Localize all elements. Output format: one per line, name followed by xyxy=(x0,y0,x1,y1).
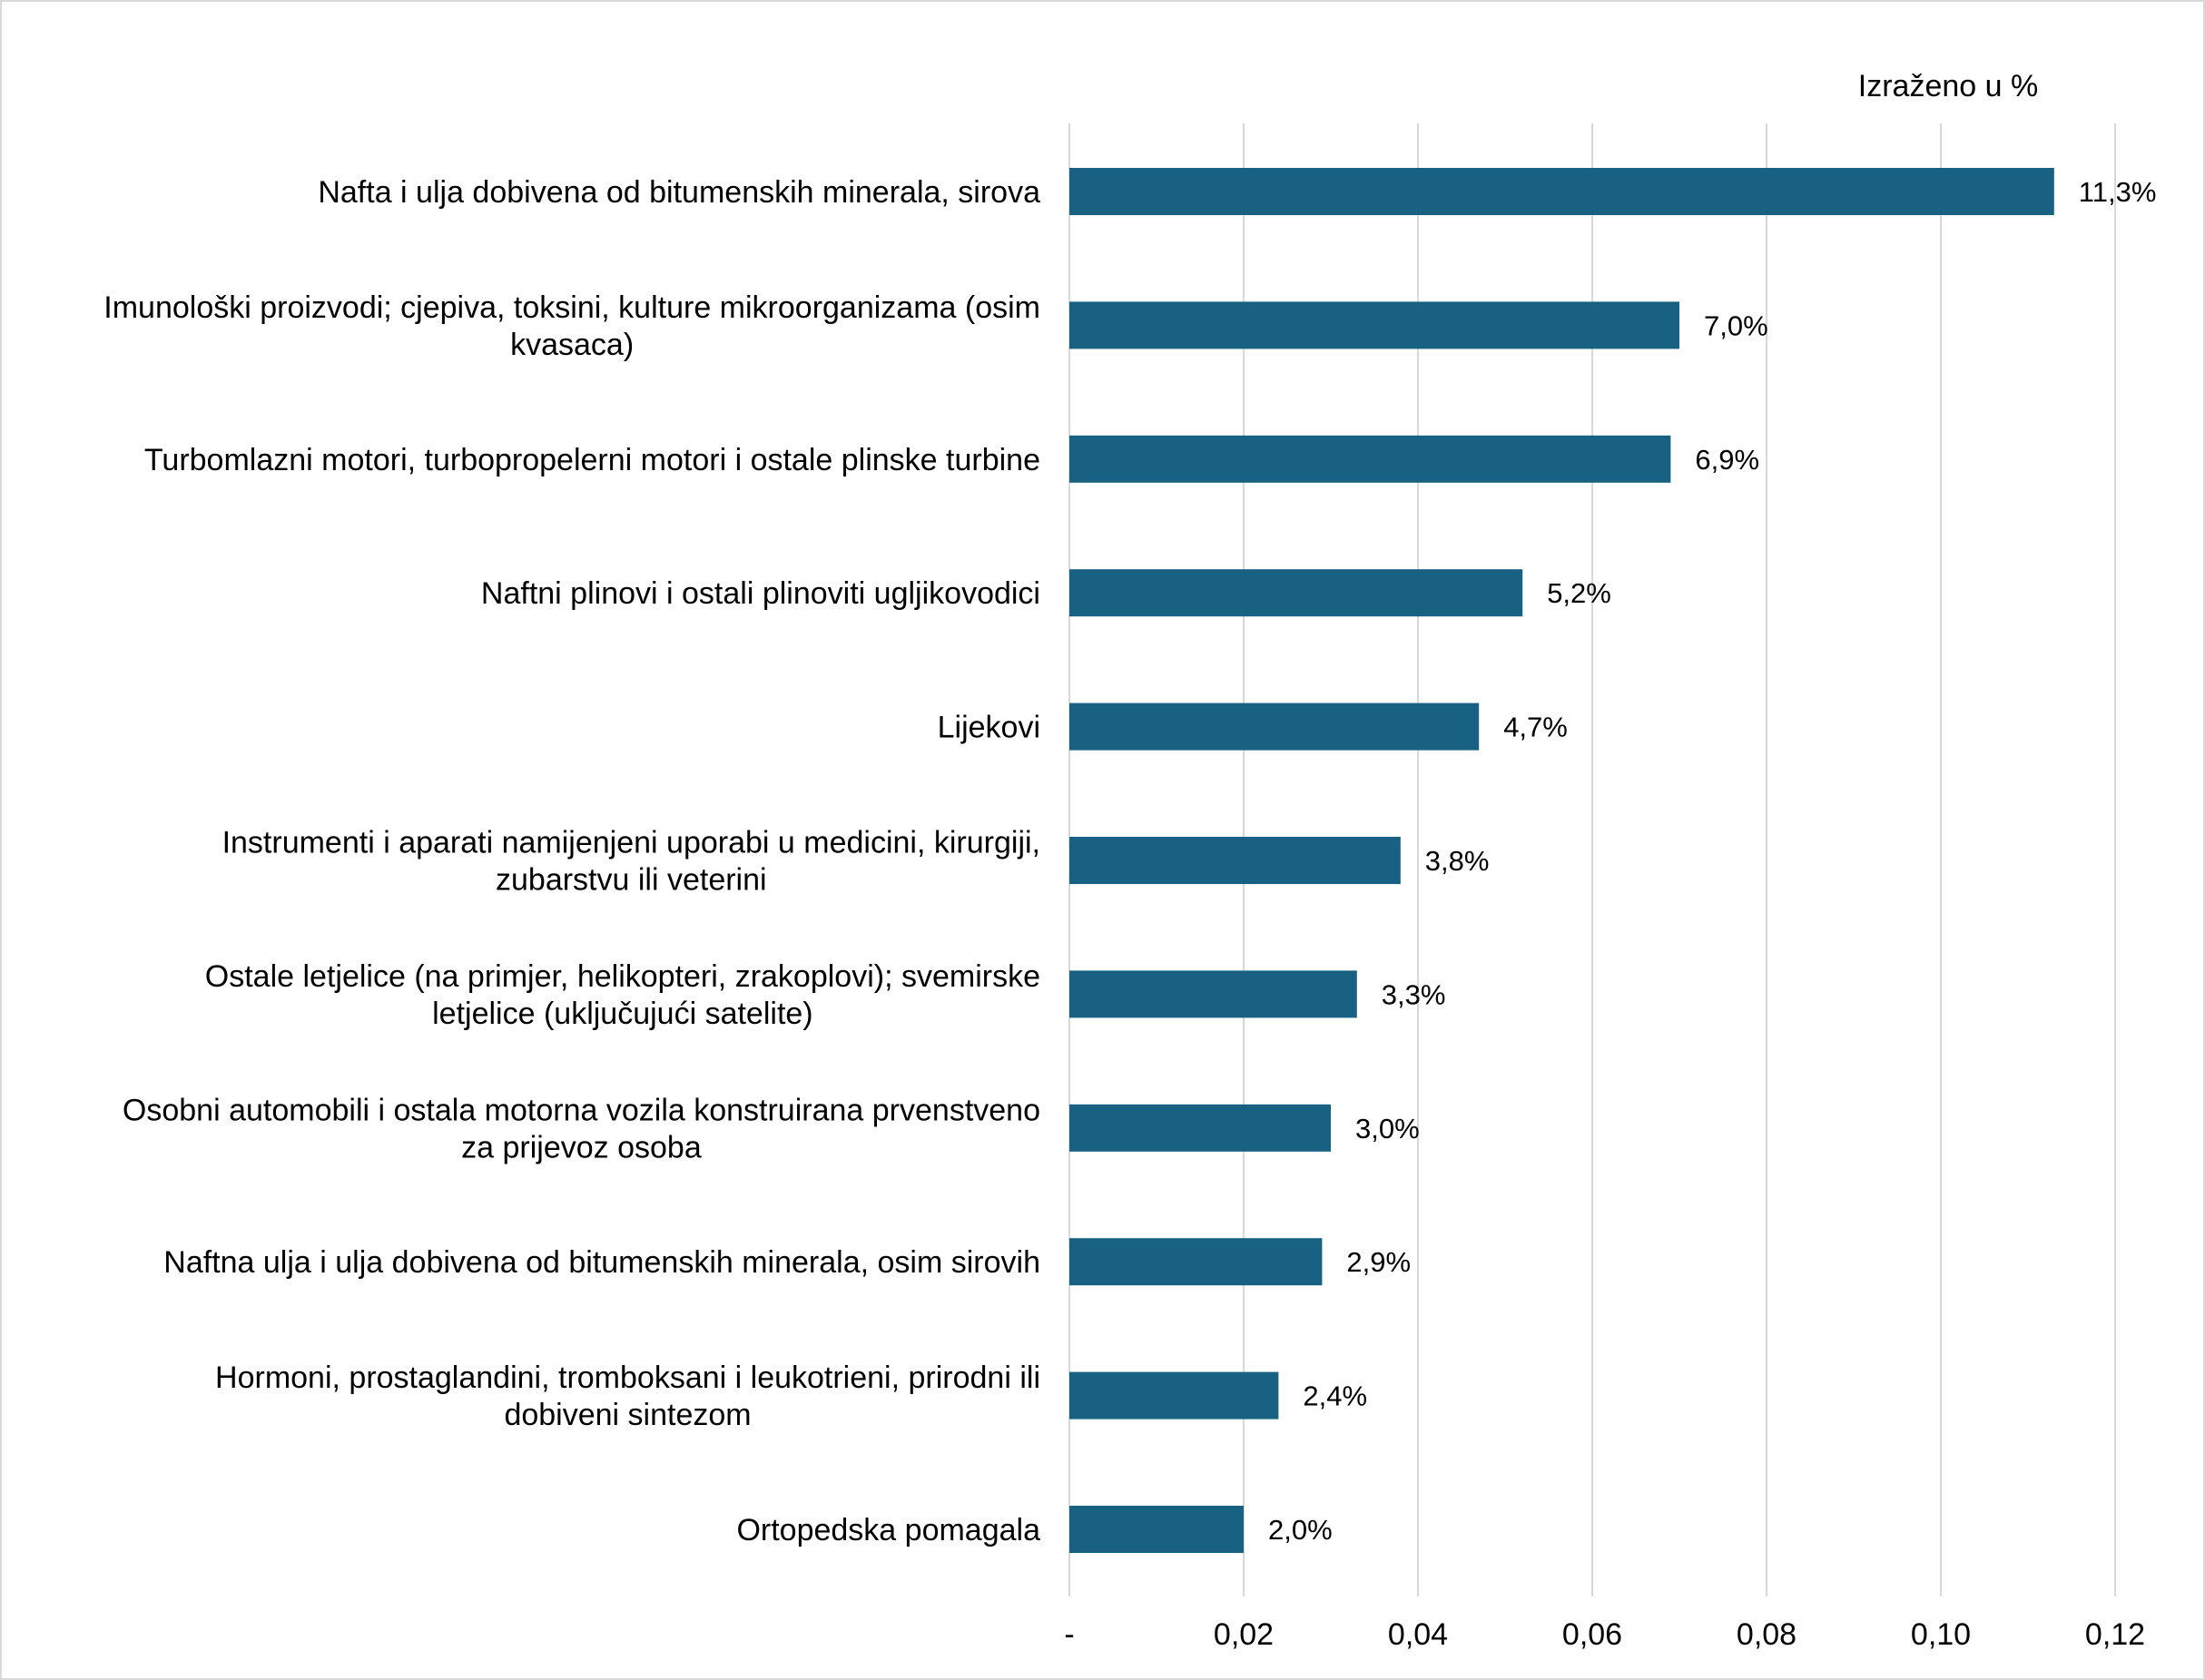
bar xyxy=(1069,837,1401,884)
category-label-line: Naftna ulja i ulja dobivena od bitumensk… xyxy=(163,1245,1040,1280)
category-label: Ortopedska pomagala xyxy=(736,1513,1040,1547)
data-label: 3,0% xyxy=(1355,1113,1420,1145)
category-label-line: Imunološki proizvodi; cjepiva, toksini, … xyxy=(103,290,1040,325)
data-label: 7,0% xyxy=(1704,309,1768,341)
data-label: 2,0% xyxy=(1268,1514,1333,1546)
gridlines xyxy=(1068,123,2116,1596)
data-label: 6,9% xyxy=(1695,444,1759,476)
category-label-line: Ostale letjelice (na primjer, helikopter… xyxy=(205,959,1040,994)
category-label-line: dobiveni sintezom xyxy=(504,1398,751,1432)
bar xyxy=(1069,702,1480,751)
data-label: 2,9% xyxy=(1346,1246,1411,1278)
category-label: Turbomlazni motori, turbopropelerni moto… xyxy=(144,443,1040,477)
category-label-line: Naftni plinovi i ostali plinoviti ugljik… xyxy=(481,576,1040,611)
category-label-line: za prijevoz osoba xyxy=(461,1130,702,1164)
category-label: Naftni plinovi i ostali plinoviti ugljik… xyxy=(481,576,1040,611)
data-label: 3,8% xyxy=(1425,845,1490,877)
data-label: 5,2% xyxy=(1547,577,1611,609)
category-label: Ostale letjelice (na primjer, helikopter… xyxy=(205,959,1040,1031)
category-label-line: Osobni automobili i ostala motorna vozil… xyxy=(123,1093,1040,1127)
data-label: 3,3% xyxy=(1382,978,1446,1010)
x-tick-label: 0,02 xyxy=(1214,1617,1274,1652)
unit-note: Izraženo u % xyxy=(1858,69,2038,103)
bars xyxy=(1069,168,2054,1553)
x-tick-label: 0,04 xyxy=(1388,1617,1448,1652)
x-tick-labels: - 0,02 0,04 0,06 0,08 0,10 0,12 xyxy=(1064,1617,2145,1652)
category-label: Naftna ulja i ulja dobivena od bitumensk… xyxy=(163,1245,1040,1280)
x-tick-label: 0,12 xyxy=(2085,1617,2145,1652)
category-label: Nafta i ulja dobivena od bitumenskih min… xyxy=(318,175,1040,210)
category-label-line: Hormoni, prostaglandini, tromboksani i l… xyxy=(215,1361,1040,1395)
data-labels: 11,3% 7,0% 6,9% 5,2% 4,7% 3,8% 3,3% 3,0% 2,9% 2,4… xyxy=(1268,176,2156,1546)
category-labels: Nafta i ulja dobivena od bitumenskih min… xyxy=(103,175,1040,1547)
x-tick-label: 0,08 xyxy=(1737,1617,1796,1652)
category-label-line: Turbomlazni motori, turbopropelerni moto… xyxy=(144,443,1040,477)
category-label-line: kvasaca) xyxy=(510,328,634,362)
x-tick-label: 0,10 xyxy=(1911,1617,1971,1652)
category-label: Lijekovi xyxy=(938,711,1040,745)
category-label: Hormoni, prostaglandini, tromboksani i l… xyxy=(215,1361,1040,1432)
bar xyxy=(1069,1104,1331,1152)
bar xyxy=(1069,1238,1323,1286)
x-tick-label: - xyxy=(1064,1617,1074,1652)
data-label: 4,7% xyxy=(1503,712,1568,743)
data-label: 2,4% xyxy=(1303,1380,1367,1412)
category-label-line: Ortopedska pomagala xyxy=(736,1513,1040,1547)
bar xyxy=(1069,1506,1244,1553)
bar xyxy=(1069,970,1357,1018)
bar xyxy=(1069,1371,1279,1420)
x-tick-label: 0,06 xyxy=(1562,1617,1622,1652)
category-label-line: letjelice (uključujući satelite) xyxy=(432,997,813,1031)
bar xyxy=(1069,569,1523,617)
category-label-line: Instrumenti i aparati namijenjeni uporab… xyxy=(222,826,1040,860)
bar xyxy=(1069,435,1671,483)
bar xyxy=(1069,168,2054,215)
category-label: Osobni automobili i ostala motorna vozil… xyxy=(123,1093,1040,1164)
category-label: Imunološki proizvodi; cjepiva, toksini, … xyxy=(103,290,1040,362)
data-label: 11,3% xyxy=(2079,176,2157,208)
category-label-line: zubarstvu ili veterini xyxy=(496,863,767,898)
bar xyxy=(1069,301,1679,349)
category-label-line: Lijekovi xyxy=(938,711,1040,745)
category-label: Instrumenti i aparati namijenjeni uporab… xyxy=(222,826,1040,898)
category-label-line: Nafta i ulja dobivena od bitumenskih min… xyxy=(318,175,1040,210)
